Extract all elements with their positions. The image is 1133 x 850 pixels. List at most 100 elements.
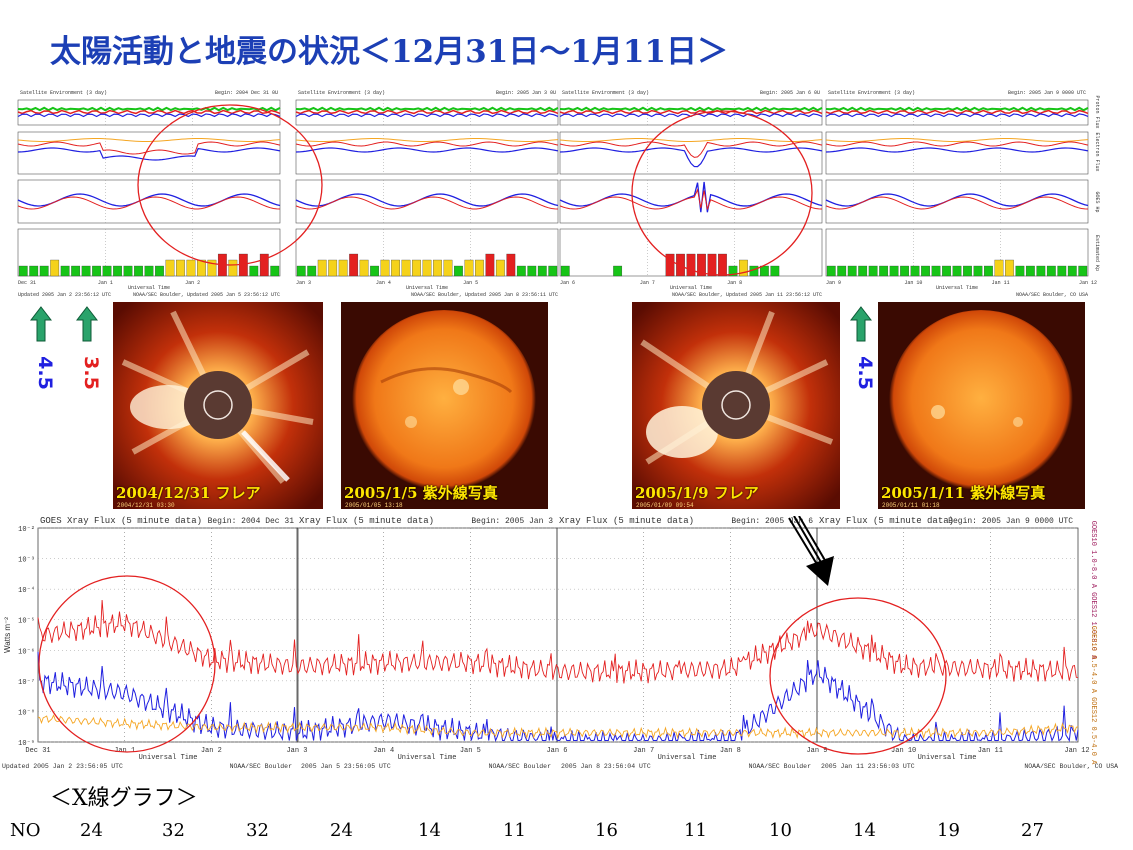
image-caption: 2005/1/11 紫外線写真 xyxy=(881,484,1046,502)
kp-bar xyxy=(973,265,983,277)
xray-footer-left: 2005 Jan 11 23:56:03 UTC xyxy=(821,763,915,770)
kp-bar xyxy=(676,253,685,277)
kp-bar xyxy=(910,265,920,277)
day-tick-label: Jan 11 xyxy=(992,280,1010,286)
day-tick-label: Jan 3 xyxy=(296,280,311,286)
sat-subplot xyxy=(295,131,559,175)
kp-bar xyxy=(454,265,463,277)
kp-bar xyxy=(207,259,217,277)
kp-bar xyxy=(102,265,112,277)
xray-tick-label: 10⁻⁴ xyxy=(18,587,35,595)
xray-day-label: Jan 6 xyxy=(546,747,567,755)
kp-bar xyxy=(1015,265,1025,277)
kp-bar xyxy=(50,259,60,277)
xray-header-right: Begin: 2005 Jan 9 0000 UTC xyxy=(948,517,1073,526)
kp-bar xyxy=(759,265,769,277)
kp-bar xyxy=(826,265,836,277)
kp-bar xyxy=(228,259,238,277)
proton-flux-line xyxy=(295,109,559,115)
solar-image-3: 2005/1/9 フレア 2005/01/09 09:54 xyxy=(632,302,840,509)
proton-flux-line xyxy=(17,109,281,115)
xray-header-right: Begin: 2004 Dec 31 xyxy=(208,517,295,526)
proton-flux-line xyxy=(295,113,559,118)
kp-bar xyxy=(847,265,857,277)
electron-flux-line xyxy=(559,141,823,158)
proton-flux-line xyxy=(825,113,1089,118)
panel-header-left: Satellite Environment (3 day) xyxy=(562,90,649,96)
xray-panel-frame xyxy=(296,527,558,743)
sat-subplot xyxy=(17,179,281,224)
kp-bar xyxy=(1046,265,1056,277)
electron-flux-line xyxy=(17,141,281,155)
electron-flux-line xyxy=(825,141,1089,147)
xray-header-left: GOES Xray Flux (5 minute data) xyxy=(40,516,202,526)
kp-bar xyxy=(134,265,143,277)
day-tick-label: Jan 8 xyxy=(727,280,742,286)
kp-bar xyxy=(837,265,847,277)
kp-bar xyxy=(39,265,49,277)
xray-legend-top: GOES10 1.0-8.0 A GOES12 1.0-8.0 A xyxy=(1089,521,1097,660)
panel-header-right: Begin: 2005 Jan 9 0000 UTC xyxy=(1008,90,1086,96)
xray-footer-left: 2005 Jan 8 23:56:04 UTC xyxy=(561,763,651,770)
kp-bar xyxy=(506,253,516,277)
kp-bar xyxy=(560,265,570,277)
hp-line xyxy=(559,188,823,210)
kp-bar xyxy=(1036,265,1046,277)
kp-bar xyxy=(485,253,495,277)
kp-bar xyxy=(155,265,164,277)
electron-flux-line xyxy=(17,137,281,142)
panel-header-right: Begin: 2005 Jan 3 0U xyxy=(496,90,556,96)
kp-bar xyxy=(144,265,154,277)
axis-label: Universal Time xyxy=(670,285,712,291)
panel-header-right: Begin: 2004 Dec 31 0U xyxy=(215,90,278,96)
panel-footer-right: NOAA/SEC Boulder, Updated 2005 Jan 5 23:… xyxy=(133,292,280,298)
day-tick-label: Dec 31 xyxy=(18,280,36,286)
xray-day-label: Jan 12 xyxy=(1064,747,1089,755)
xray-footer-right: NOAA/SEC Boulder xyxy=(230,763,293,770)
xray-tick-label: 10⁻⁹ xyxy=(18,740,35,748)
electron-flux-line xyxy=(295,137,559,142)
kp-bar xyxy=(527,265,537,277)
day-tick-label: Jan 10 xyxy=(904,280,922,286)
image-caption: 2004/12/31 フレア xyxy=(116,484,261,502)
highlight-circle xyxy=(631,110,813,276)
kp-bar xyxy=(81,265,91,277)
day-tick-label: Jan 5 xyxy=(463,280,478,286)
highlight-circle xyxy=(38,575,216,753)
xray-header-left: Xray Flux (5 minute data) xyxy=(559,516,694,526)
xray-day-label: Jan 10 xyxy=(891,747,916,755)
coronagraph-image xyxy=(632,302,840,509)
side-axis-label: GOES Hp xyxy=(1094,191,1100,212)
kp-arrow-1 xyxy=(30,306,52,342)
xray-graph-label: ＜X線グラフ＞ xyxy=(50,786,198,811)
kp-bar xyxy=(443,259,453,277)
xray-day-label: Dec 31 xyxy=(25,747,50,755)
side-axis-label: Estimated Kp xyxy=(1094,235,1100,271)
xray-day-label: Jan 9 xyxy=(806,747,827,755)
xray-tick-label: 10⁻³ xyxy=(18,557,35,565)
panel-header-right: Begin: 2005 Jan 6 0U xyxy=(760,90,820,96)
kp-bar xyxy=(296,265,306,277)
kp-bar xyxy=(249,265,259,277)
electron-flux-line xyxy=(559,137,823,142)
kp-bar xyxy=(994,259,1004,277)
panel-footer-right: NOAA/SEC Boulder, Updated 2005 Jan 8 23:… xyxy=(411,292,558,298)
no-value: 32 xyxy=(162,820,185,841)
electron-flux-line xyxy=(295,141,559,147)
xray-footer-right: NOAA/SEC Boulder, CO USA xyxy=(1024,763,1118,770)
kp-arrow-2 xyxy=(76,306,98,342)
sat-env-svg: Satellite Environment (3 day) Begin: 2004… xyxy=(17,90,1100,298)
xray-header-right: Begin: 2005 Jan 6 xyxy=(731,517,813,526)
kp-bar xyxy=(475,259,484,277)
solar-image-1: 2004/12/31 フレア 2004/12/31 03:30 xyxy=(113,302,323,509)
kp-bar xyxy=(686,253,696,277)
xray-tick-label: 10⁻² xyxy=(18,526,35,534)
kp-bar xyxy=(433,259,442,277)
kp-bar xyxy=(165,259,175,277)
xray-axis-label: Universal Time xyxy=(139,754,198,762)
kp-bar xyxy=(537,265,547,277)
axis-label: Universal Time xyxy=(128,285,170,291)
page-title: 太陽活動と地震の状況＜12月31日～1月11日＞ xyxy=(50,34,728,70)
kp-bar xyxy=(71,265,81,277)
xray-day-label: Jan 11 xyxy=(978,747,1003,755)
